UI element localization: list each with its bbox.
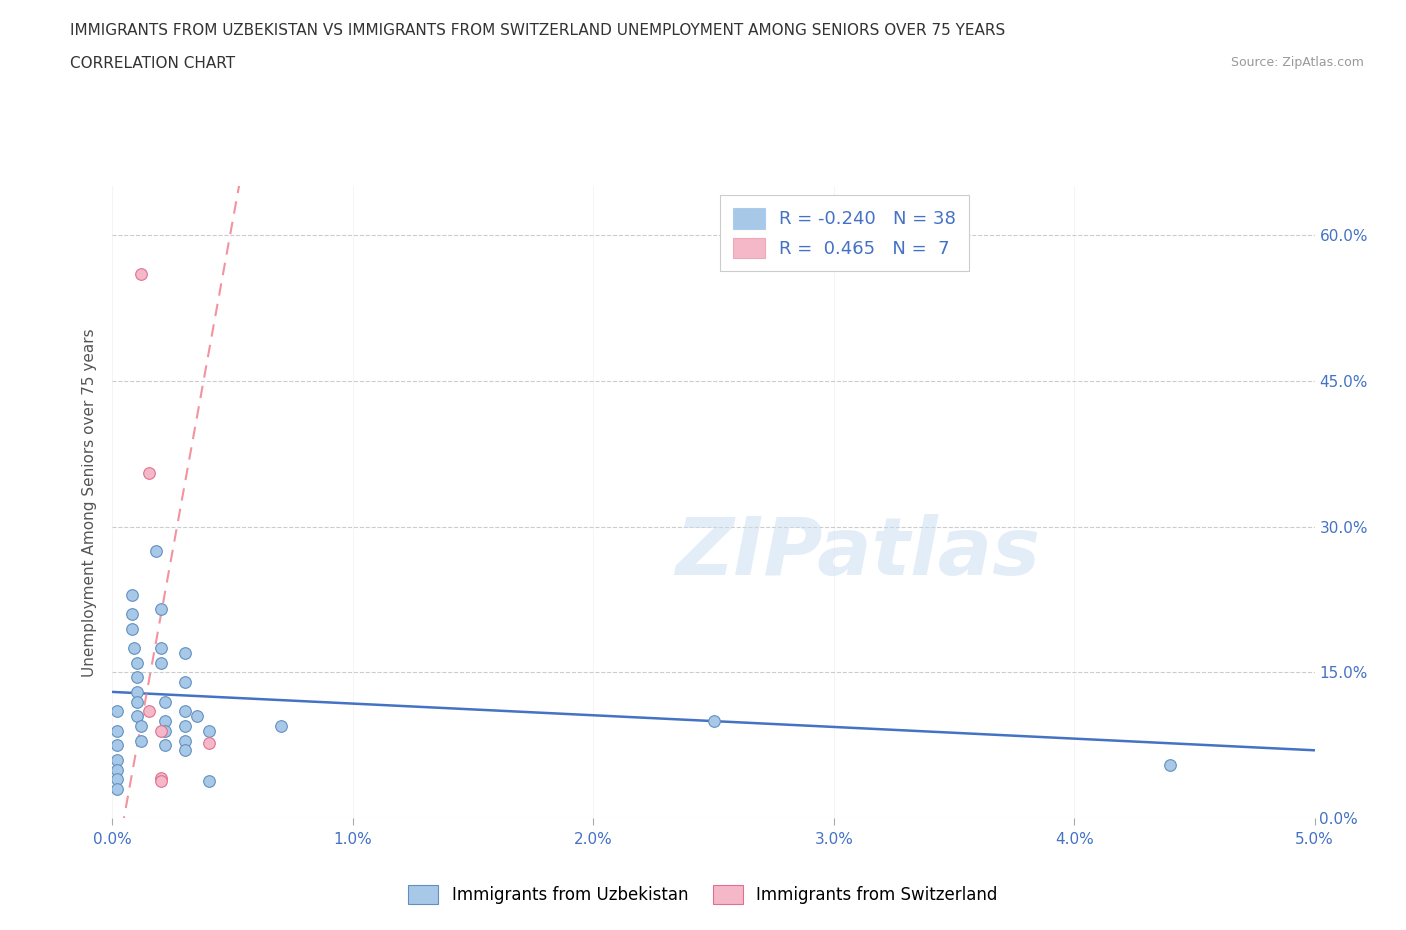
Point (173, 719, 195, 734)
Point (105, 782, 128, 797)
Point (197, 774, 219, 789)
Point (173, 733, 195, 748)
Point (197, 735, 219, 750)
Text: Source: ZipAtlas.com: Source: ZipAtlas.com (1230, 56, 1364, 69)
Point (121, 587, 143, 602)
Text: CORRELATION CHART: CORRELATION CHART (70, 56, 235, 71)
Point (131, 266, 153, 281)
Point (149, 770, 172, 785)
Point (197, 724, 219, 738)
Point (155, 724, 177, 738)
Point (173, 743, 195, 758)
Point (149, 641, 172, 656)
Point (149, 774, 172, 789)
Point (121, 621, 143, 636)
Legend: Immigrants from Uzbekistan, Immigrants from Switzerland: Immigrants from Uzbekistan, Immigrants f… (399, 877, 1007, 912)
Point (131, 719, 153, 734)
Point (125, 709, 148, 724)
Point (145, 543, 167, 558)
Point (122, 641, 145, 656)
Point (138, 466, 160, 481)
Point (105, 772, 128, 787)
Point (155, 713, 177, 728)
Point (270, 719, 292, 734)
Point (131, 733, 153, 748)
Y-axis label: Unemployment Among Seniors over 75 years: Unemployment Among Seniors over 75 years (82, 328, 97, 676)
Point (121, 606, 143, 621)
Point (105, 704, 128, 719)
Point (138, 704, 160, 719)
Legend: R = -0.240   N = 38, R =  0.465   N =  7: R = -0.240 N = 38, R = 0.465 N = 7 (720, 195, 969, 271)
Point (149, 656, 172, 671)
Point (125, 656, 148, 671)
Point (125, 694, 148, 709)
Text: ZIPatlas: ZIPatlas (675, 513, 1040, 591)
Point (155, 694, 177, 709)
Point (149, 602, 172, 617)
Point (149, 724, 172, 738)
Point (155, 738, 177, 753)
Point (173, 645, 195, 660)
Point (105, 763, 128, 777)
Point (105, 724, 128, 738)
Point (173, 704, 195, 719)
Point (173, 675, 195, 690)
Point (1159, 757, 1181, 772)
Point (105, 738, 128, 753)
Point (125, 670, 148, 684)
Point (186, 709, 208, 724)
Point (125, 684, 148, 699)
Point (702, 713, 725, 728)
Point (105, 752, 128, 767)
Text: IMMIGRANTS FROM UZBEKISTAN VS IMMIGRANTS FROM SWITZERLAND UNEMPLOYMENT AMONG SEN: IMMIGRANTS FROM UZBEKISTAN VS IMMIGRANTS… (70, 23, 1005, 38)
